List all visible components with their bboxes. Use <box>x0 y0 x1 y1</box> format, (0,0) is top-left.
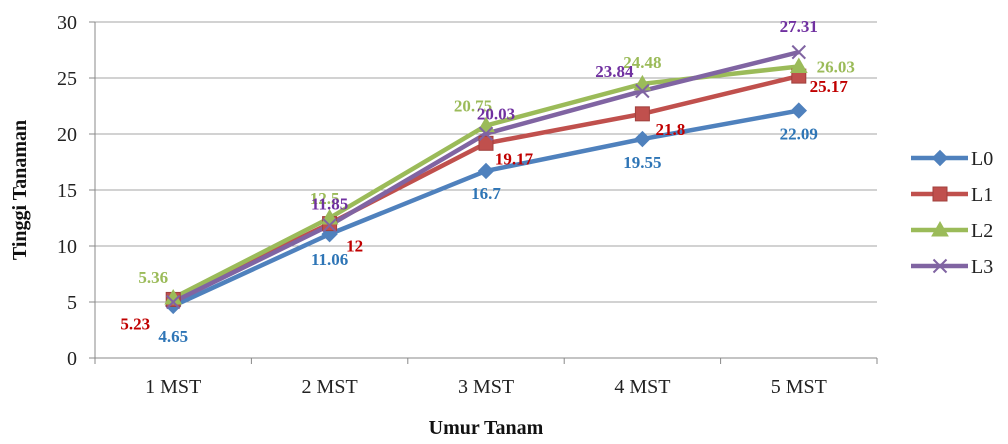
data-point-l0 <box>634 130 651 148</box>
data-label-l0: 11.06 <box>311 250 348 269</box>
data-label-l1: 21.8 <box>656 120 686 139</box>
data-label-l1: 5.23 <box>120 314 150 333</box>
gridlines <box>95 21 877 303</box>
y-axis-title: Tinggi Tanaman <box>9 120 31 260</box>
legend-marker-l0 <box>931 149 949 167</box>
x-tick-label: 4 MST <box>614 376 670 398</box>
y-tick-label: 20 <box>57 124 77 146</box>
data-label-l3: 23.84 <box>595 62 634 81</box>
y-tick-label: 5 <box>67 292 77 314</box>
data-point-l3 <box>478 126 494 141</box>
data-label-l1: 25.17 <box>810 77 849 96</box>
y-tick-label: 25 <box>57 68 77 90</box>
legend: L0 L1 L2 L3 <box>911 148 993 278</box>
legend-label-l0: L0 <box>971 148 993 170</box>
x-axis-title: Umur Tanam <box>429 417 544 439</box>
series-markers <box>164 44 808 315</box>
y-tick-label: 10 <box>57 236 77 258</box>
x-tick-label: 5 MST <box>771 376 827 398</box>
data-point-l3 <box>165 294 181 310</box>
data-label-l3: 27.31 <box>780 17 818 36</box>
data-label-l0: 19.55 <box>623 153 661 172</box>
y-tick-label: 15 <box>57 180 77 202</box>
data-point-l0 <box>790 102 808 119</box>
axes: 0 5 10 15 20 25 30 1 MST 2 MST 3 MST 4 MST 5 MST <box>57 12 878 398</box>
y-tick-label: 0 <box>67 348 77 370</box>
legend-label-l3: L3 <box>971 256 993 278</box>
data-label-l2: 20.75 <box>454 97 492 116</box>
data-label-l1: 19.17 <box>495 149 534 168</box>
data-label-l0: 16.7 <box>471 184 501 203</box>
legend-marker-l1 <box>932 186 948 202</box>
data-point-l3 <box>791 44 807 60</box>
x-tick-label: 1 MST <box>145 376 201 398</box>
data-label-l3: 11.85 <box>311 194 348 213</box>
data-labels: 4.65 11.06 16.7 19.55 22.09 5.23 12 19.17 21.8 25… <box>120 17 855 346</box>
x-tick-label: 3 MST <box>458 376 514 398</box>
data-label-l3: 20.03 <box>477 105 515 124</box>
legend-label-l1: L1 <box>971 184 993 206</box>
data-label-l0: 22.09 <box>780 125 818 144</box>
data-label-l1: 12 <box>346 237 363 256</box>
data-point-l0 <box>477 162 495 180</box>
legend-marker-l3 <box>932 258 948 274</box>
data-point-l3 <box>635 83 650 99</box>
y-tick-label: 30 <box>57 12 77 34</box>
data-label-l0: 4.65 <box>158 327 188 346</box>
legend-label-l2: L2 <box>971 220 993 242</box>
data-point-l2 <box>789 57 808 73</box>
data-label-l2: 5.36 <box>138 268 168 287</box>
data-point-l1 <box>634 106 650 122</box>
data-point-l2 <box>477 116 495 133</box>
legend-marker-l2 <box>931 220 949 237</box>
data-point-l3 <box>322 218 337 233</box>
data-label-l2: 26.03 <box>817 57 855 76</box>
data-label-l2: 24.48 <box>623 53 661 72</box>
data-label-l2: 12.5 <box>310 189 340 208</box>
data-point-l1 <box>478 135 494 151</box>
x-tick-label: 2 MST <box>302 376 358 398</box>
